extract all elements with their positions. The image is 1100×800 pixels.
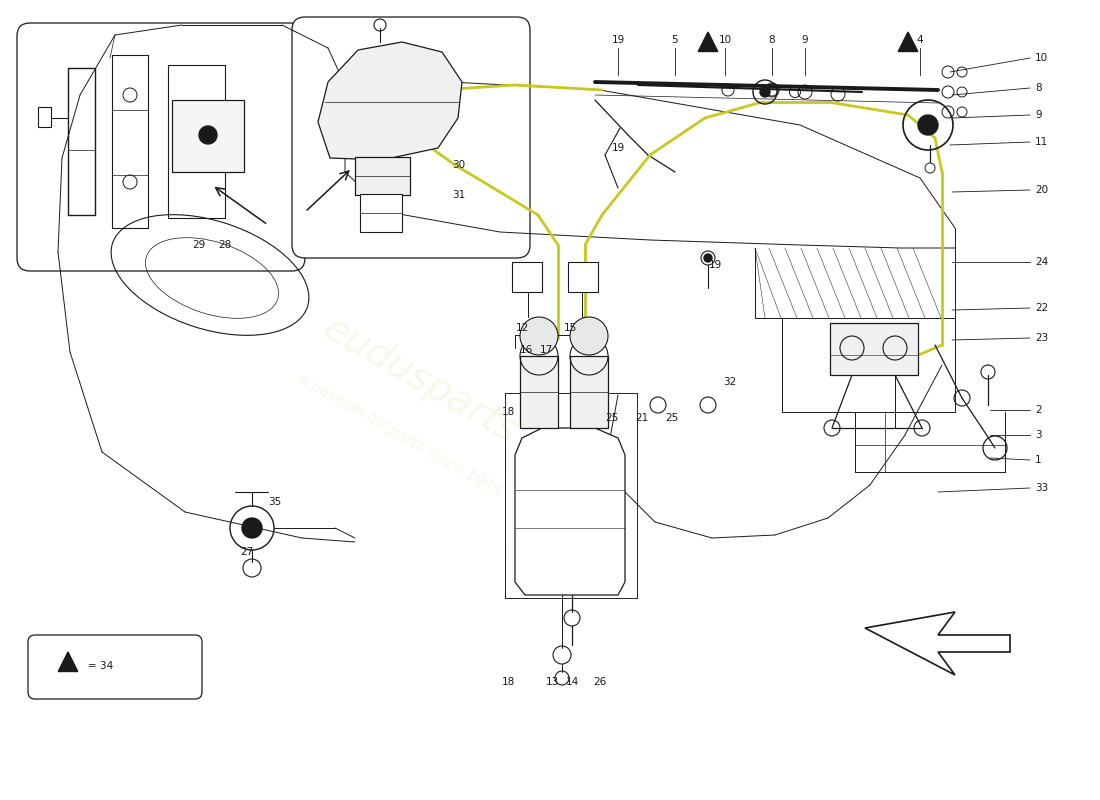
Polygon shape <box>865 612 1010 675</box>
Text: 22: 22 <box>1035 303 1048 313</box>
Bar <box>172 100 244 172</box>
Text: 25: 25 <box>605 413 618 423</box>
Text: 20: 20 <box>1035 185 1048 195</box>
Bar <box>355 157 410 195</box>
Bar <box>830 323 918 375</box>
Polygon shape <box>899 32 917 51</box>
Bar <box>568 262 598 292</box>
Text: a passion for parts since 1995: a passion for parts since 1995 <box>296 370 504 499</box>
Text: 18: 18 <box>502 407 515 417</box>
Text: 10: 10 <box>1035 53 1048 63</box>
Text: 4: 4 <box>916 35 923 45</box>
Text: 23: 23 <box>1035 333 1048 343</box>
Text: 35: 35 <box>268 497 282 507</box>
Text: 29: 29 <box>192 240 206 250</box>
Text: 8: 8 <box>769 35 776 45</box>
Text: 19: 19 <box>612 35 625 45</box>
Bar <box>512 262 542 292</box>
Bar <box>520 356 558 428</box>
Text: 1: 1 <box>1035 455 1042 465</box>
Circle shape <box>918 115 938 135</box>
Polygon shape <box>698 32 717 51</box>
Text: eudusparts: eudusparts <box>316 309 524 451</box>
Text: 2: 2 <box>1035 405 1042 415</box>
Text: 21: 21 <box>636 413 649 423</box>
Text: 26: 26 <box>593 677 606 687</box>
Polygon shape <box>515 428 625 595</box>
Text: 11: 11 <box>1035 137 1048 147</box>
Text: 15: 15 <box>563 323 576 333</box>
Text: 18: 18 <box>502 677 515 687</box>
Text: 5: 5 <box>672 35 679 45</box>
Text: 13: 13 <box>546 677 559 687</box>
Text: 3: 3 <box>1035 430 1042 440</box>
Circle shape <box>760 87 770 97</box>
Polygon shape <box>58 652 78 671</box>
Circle shape <box>199 126 217 144</box>
Text: 33: 33 <box>1035 483 1048 493</box>
Text: 19: 19 <box>612 143 625 153</box>
Text: 30: 30 <box>452 160 465 170</box>
Text: 17: 17 <box>540 345 553 355</box>
Text: 19: 19 <box>708 260 722 270</box>
Text: 16: 16 <box>520 345 534 355</box>
Text: 9: 9 <box>1035 110 1042 120</box>
Text: 14: 14 <box>565 677 579 687</box>
FancyBboxPatch shape <box>16 23 305 271</box>
Text: 12: 12 <box>516 323 529 333</box>
Text: 24: 24 <box>1035 257 1048 267</box>
Text: 8: 8 <box>1035 83 1042 93</box>
Bar <box>360 194 401 232</box>
Text: = 34: = 34 <box>88 661 113 671</box>
Bar <box>570 356 608 428</box>
FancyBboxPatch shape <box>28 635 202 699</box>
Circle shape <box>570 317 608 355</box>
Text: 27: 27 <box>240 547 253 557</box>
FancyBboxPatch shape <box>292 17 530 258</box>
Text: 9: 9 <box>802 35 808 45</box>
Bar <box>39 107 51 127</box>
Text: 32: 32 <box>724 377 737 387</box>
Bar <box>505 393 637 598</box>
Text: 10: 10 <box>718 35 732 45</box>
Text: 31: 31 <box>452 190 465 200</box>
Text: 25: 25 <box>666 413 679 423</box>
Polygon shape <box>318 42 462 160</box>
Circle shape <box>704 254 712 262</box>
Text: 28: 28 <box>218 240 231 250</box>
Circle shape <box>242 518 262 538</box>
Circle shape <box>520 317 558 355</box>
